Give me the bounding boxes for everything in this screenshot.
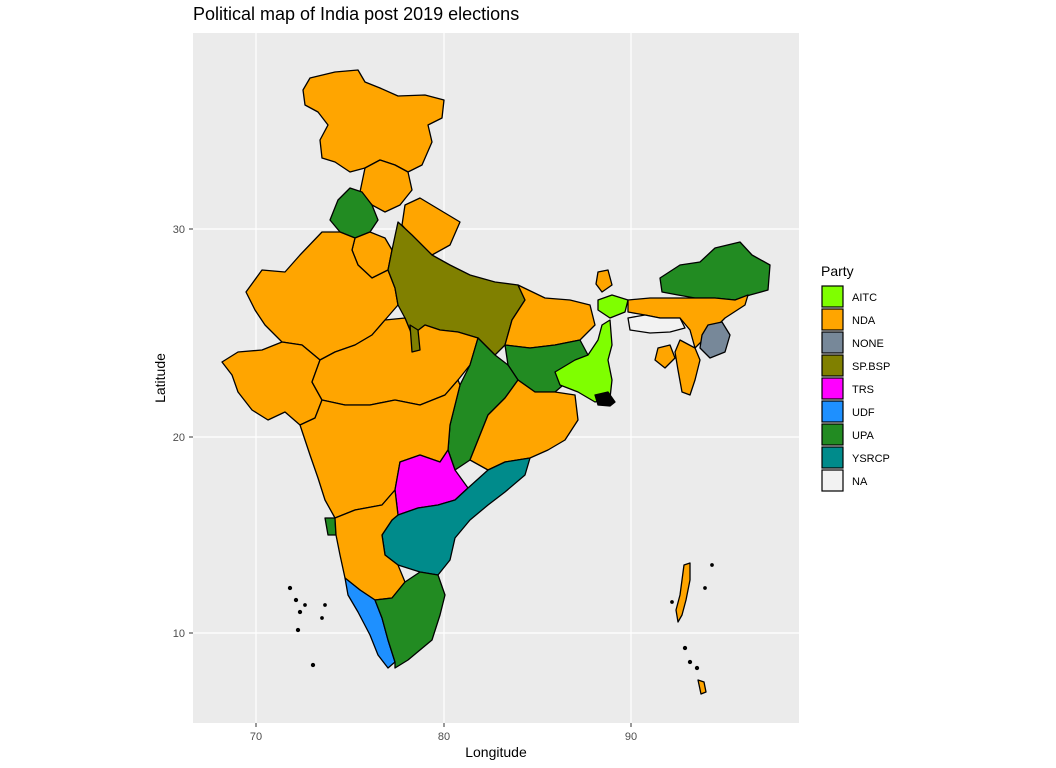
state-nicobar[interactable] xyxy=(697,679,707,695)
legend: Party AITC NDA NONE SP.BSP TRS UDF UPA YSRCP NA xyxy=(821,263,890,492)
region-sundarbans xyxy=(594,391,616,407)
y-axis-title: Latitude xyxy=(152,353,168,403)
legend-label: NONE xyxy=(852,338,884,350)
legend-label: NDA xyxy=(852,315,876,327)
legend-swatch xyxy=(821,469,844,492)
state-tamil-nadu[interactable] xyxy=(374,571,446,669)
state-karnataka[interactable] xyxy=(334,489,406,601)
state-kerala[interactable] xyxy=(344,577,396,669)
legend-swatch xyxy=(821,400,844,423)
legend-label: AITC xyxy=(852,292,877,304)
state-west-bengal[interactable] xyxy=(554,319,613,403)
x-axis-title: Longitude xyxy=(465,744,527,760)
states-layer xyxy=(221,69,771,695)
legend-label: YSRCP xyxy=(852,453,890,465)
state-maharashtra[interactable] xyxy=(299,379,461,519)
state-manipur[interactable] xyxy=(699,321,731,359)
legend-swatch xyxy=(821,423,844,446)
legend-label: TRS xyxy=(852,384,874,396)
legend-swatch xyxy=(821,308,844,331)
islands-nicobar xyxy=(670,563,714,671)
legend-swatch xyxy=(821,285,844,308)
state-sikkim[interactable] xyxy=(595,269,613,293)
legend-title: Party xyxy=(821,263,854,279)
state-meghalaya[interactable] xyxy=(627,314,686,334)
x-tick-label: 80 xyxy=(438,731,450,743)
legend-label: UDF xyxy=(852,407,875,419)
x-tick-label: 70 xyxy=(250,731,262,743)
state-tripura[interactable] xyxy=(654,344,676,369)
region-enclave xyxy=(409,324,421,353)
legend-swatch xyxy=(821,446,844,469)
x-tick-label: 90 xyxy=(625,731,637,743)
legend-label: UPA xyxy=(852,430,874,442)
y-tick-label: 30 xyxy=(173,224,185,236)
legend-swatch xyxy=(821,377,844,400)
state-andaman[interactable] xyxy=(675,562,691,623)
state-mizoram[interactable] xyxy=(674,339,701,396)
legend-swatch xyxy=(821,354,844,377)
islands-lakshadweep xyxy=(287,585,327,668)
map-title: Political map of India post 2019 electio… xyxy=(193,4,520,24)
legend-label: SP.BSP xyxy=(852,361,890,373)
axis-ticks xyxy=(189,228,632,727)
y-tick-label: 10 xyxy=(173,628,185,640)
legend-swatch xyxy=(821,331,844,354)
state-arunachal[interactable] xyxy=(659,241,771,301)
legend-label: NA xyxy=(852,476,868,488)
state-north-bengal[interactable] xyxy=(597,294,629,319)
state-uttar-pradesh[interactable] xyxy=(387,221,526,356)
y-tick-label: 20 xyxy=(173,432,185,444)
